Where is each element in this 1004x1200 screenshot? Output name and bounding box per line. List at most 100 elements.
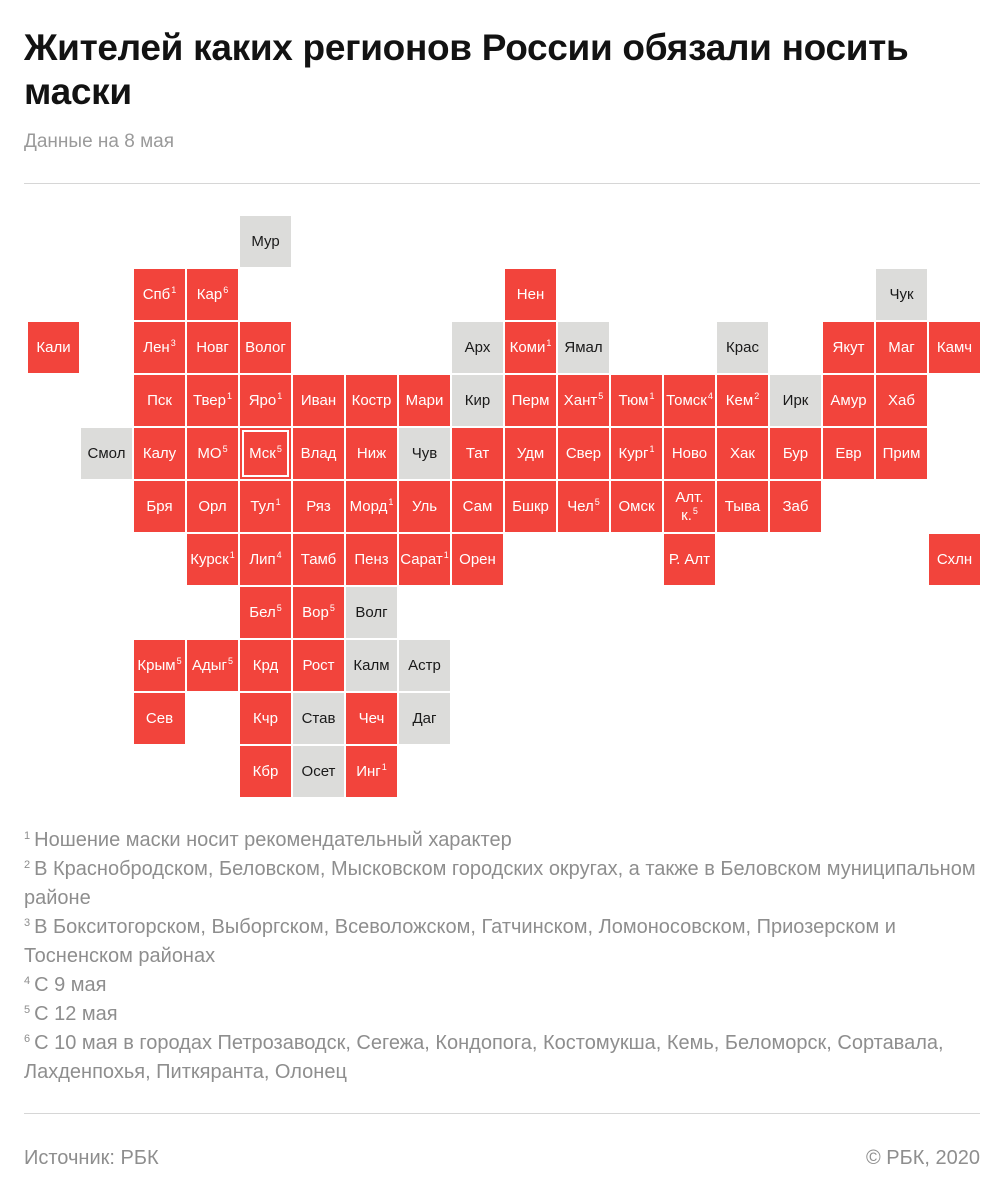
- region-label: Евр: [835, 444, 862, 462]
- region-label: Якут: [832, 338, 865, 356]
- region-label: Чеч: [358, 709, 385, 727]
- region-tile: Р. Алт: [664, 534, 715, 585]
- region-label: Нен: [516, 285, 545, 303]
- region-label: Волг: [355, 603, 388, 621]
- region-tile: Тул1: [240, 481, 291, 532]
- region-label: Астр: [408, 656, 441, 674]
- region-tile: Мари: [399, 375, 450, 426]
- footnote-marker: 5: [176, 655, 182, 666]
- region-tile: Инг1: [346, 746, 397, 797]
- region-tile: Заб: [770, 481, 821, 532]
- footnote-marker: 5: [276, 443, 282, 454]
- region-label: Чел5: [567, 496, 600, 515]
- region-tile: Лен3: [134, 322, 185, 373]
- region-tile: Омск: [611, 481, 662, 532]
- region-tile: Ново: [664, 428, 715, 479]
- region-tile: Бря: [134, 481, 185, 532]
- region-tile: Мск5: [240, 428, 291, 479]
- region-tile: Костр: [346, 375, 397, 426]
- footnote-marker: 5: [594, 496, 600, 507]
- region-label: Смол: [87, 444, 126, 462]
- footnote: 1 Ношение маски носит рекомендательный ха…: [24, 826, 984, 855]
- region-label: МО5: [197, 443, 228, 462]
- region-tile: Схлн: [929, 534, 980, 585]
- footnote-marker: 1: [649, 390, 655, 401]
- region-tile: Лип4: [240, 534, 291, 585]
- footnote-marker: 3: [170, 337, 176, 348]
- region-label: Сарат1: [400, 549, 449, 568]
- region-label: Крас: [726, 338, 759, 356]
- region-tile: Рост: [293, 640, 344, 691]
- region-label: Хак: [730, 444, 755, 462]
- region-tile: Кург1: [611, 428, 662, 479]
- region-label: Тул1: [250, 496, 281, 515]
- region-label: Кбр: [252, 762, 279, 780]
- region-label: Ирк: [782, 391, 809, 409]
- region-tile: Амур: [823, 375, 874, 426]
- region-label: Калм: [353, 656, 390, 674]
- region-tile: Курск1: [187, 534, 238, 585]
- footnote-marker: 2: [754, 390, 760, 401]
- region-label: Тыва: [724, 497, 761, 515]
- region-label: Лип4: [249, 549, 282, 568]
- region-tile: МО5: [187, 428, 238, 479]
- region-label: Кали: [36, 338, 71, 356]
- top-divider: [24, 183, 980, 184]
- footnote-number: 3: [24, 917, 31, 929]
- region-tile: Новг: [187, 322, 238, 373]
- region-tile: Хак: [717, 428, 768, 479]
- region-label: Ямал: [564, 338, 603, 356]
- region-label: Морд1: [349, 496, 394, 515]
- footnote-marker: 5: [329, 602, 335, 613]
- region-tile: Чеч: [346, 693, 397, 744]
- region-label: Волог: [245, 338, 286, 356]
- region-tile: Тюм1: [611, 375, 662, 426]
- region-label: Тат: [465, 444, 490, 462]
- footnote-number: 1: [24, 830, 31, 842]
- region-label: Сев: [145, 709, 174, 727]
- region-label: Ниж: [356, 444, 387, 462]
- footnote-marker: 1: [546, 337, 552, 348]
- tile-map: Мур Спб1 Кар6 Нен Чук Кали Лен3 Новг Волог Арх Ком…: [28, 216, 980, 797]
- region-label: Бур: [782, 444, 809, 462]
- region-label: Перм: [511, 391, 550, 409]
- footnotes: 1 Ношение маски носит рекомендательный ха…: [24, 826, 984, 1087]
- region-tile: Кбр: [240, 746, 291, 797]
- region-tile: Евр: [823, 428, 874, 479]
- region-tile: Кар6: [187, 269, 238, 320]
- region-label: Бел5: [249, 602, 282, 621]
- region-tile: Орен: [452, 534, 503, 585]
- region-tile: Тыва: [717, 481, 768, 532]
- region-tile: Адыг5: [187, 640, 238, 691]
- region-label: Чук: [889, 285, 914, 303]
- page-subtitle: Данные на 8 мая: [24, 131, 175, 152]
- region-label: Пск: [147, 391, 172, 409]
- region-tile: Бур: [770, 428, 821, 479]
- region-label: Тюм1: [618, 390, 655, 409]
- region-tile: Ямал: [558, 322, 609, 373]
- footnote-marker: 1: [171, 284, 177, 295]
- region-label: Иван: [300, 391, 337, 409]
- region-tile: Прим: [876, 428, 927, 479]
- region-label: Мари: [405, 391, 444, 409]
- region-tile: Хаб: [876, 375, 927, 426]
- footnote-number: 2: [24, 859, 31, 871]
- region-label: Осет: [301, 762, 336, 780]
- region-label: Томск4: [666, 390, 713, 409]
- region-label: Костр: [351, 391, 392, 409]
- region-label: Хант5: [563, 390, 604, 409]
- region-tile: Удм: [505, 428, 556, 479]
- region-tile: Чел5: [558, 481, 609, 532]
- region-tile: Яро1: [240, 375, 291, 426]
- region-tile: Бшкр: [505, 481, 556, 532]
- region-label: Твер1: [192, 390, 232, 409]
- region-tile: Орл: [187, 481, 238, 532]
- footnote-text: С 10 мая в городах Петрозаводск, Сегежа,…: [24, 1032, 944, 1083]
- region-tile: Влад: [293, 428, 344, 479]
- region-tile: Морд1: [346, 481, 397, 532]
- region-tile: Пенз: [346, 534, 397, 585]
- footnote-marker: 5: [276, 602, 282, 613]
